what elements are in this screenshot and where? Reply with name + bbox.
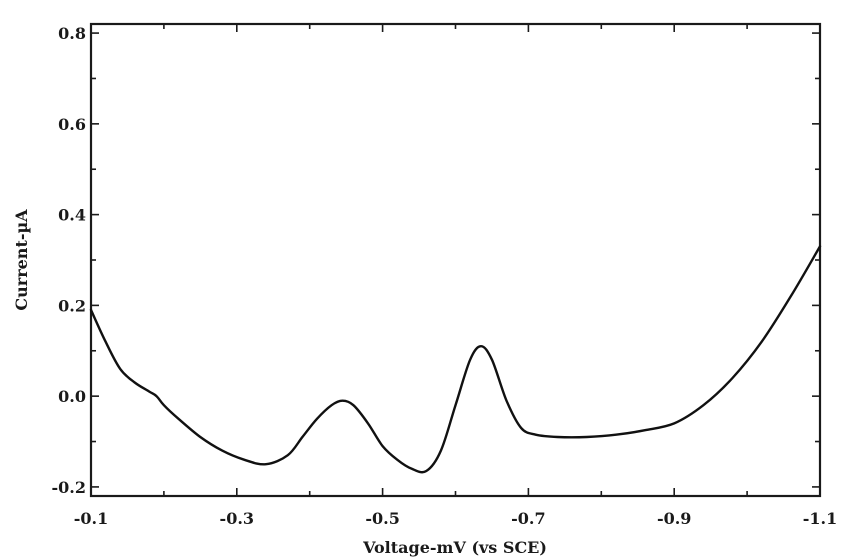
y-tick-label: 0.6 <box>58 115 86 134</box>
x-tick-label: -0.9 <box>657 509 691 528</box>
axis-tick-labels: -0.1 -0.3 -0.5 -0.7 -0.9 -1.1 -0.2 0.0 0.2 0.4 0.6… <box>52 24 838 528</box>
y-tick-label: 0.4 <box>58 206 86 225</box>
y-axis-title: Current-µA <box>12 209 31 311</box>
x-tick-label: -0.3 <box>220 509 254 528</box>
y-tick-label: 0.2 <box>58 296 86 315</box>
series-line-current <box>89 245 822 474</box>
x-tick-label: -0.1 <box>74 509 108 528</box>
y-tick-label: 0.0 <box>58 387 86 406</box>
x-tick-label: -0.5 <box>365 509 399 528</box>
x-tick-label: -0.7 <box>511 509 545 528</box>
y-tick-label: 0.8 <box>58 24 86 43</box>
x-axis-title: Voltage-mV (vs SCE) <box>362 538 547 557</box>
plot-frame <box>89 22 822 498</box>
x-tick-label: -1.1 <box>803 509 837 528</box>
y-tick-label: -0.2 <box>52 478 86 497</box>
axis-ticks <box>90 24 821 496</box>
